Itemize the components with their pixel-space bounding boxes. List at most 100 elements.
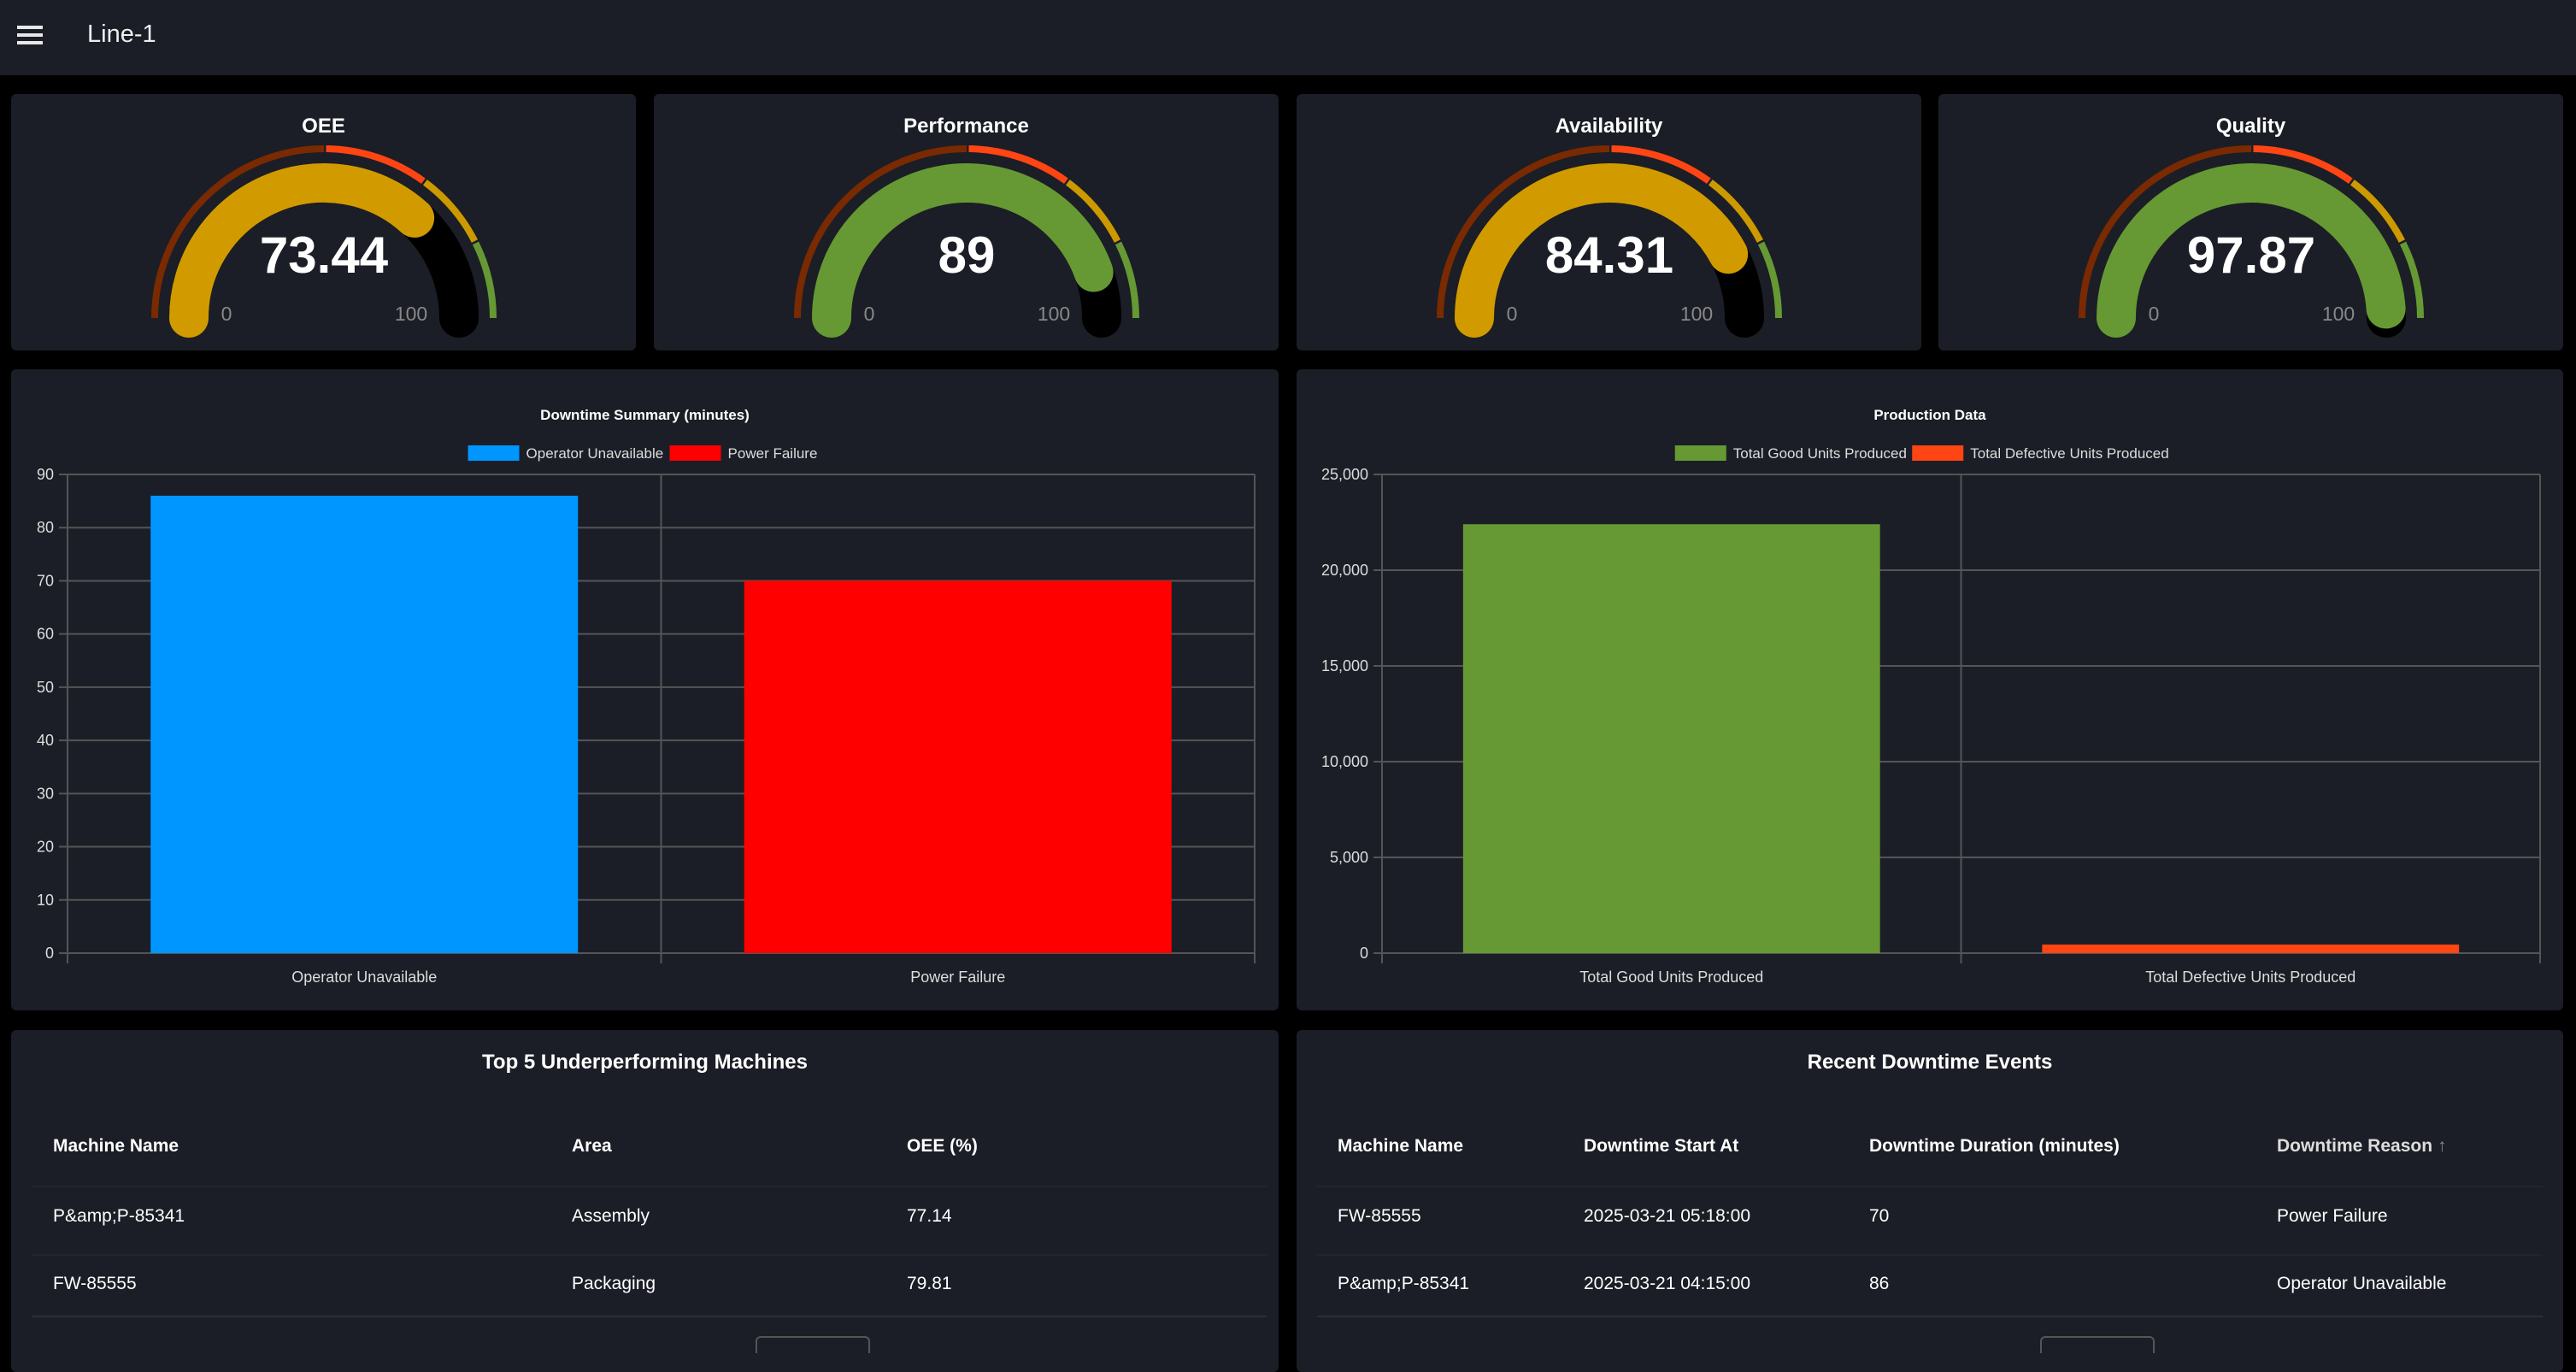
events-table-card: Recent Downtime Events Machine Name Down… [1297,1030,2563,1372]
column-header-reason-label: Downtime Reason [2277,1136,2433,1156]
gauge-threshold-segment [2253,145,2353,185]
gauge-max: 100 [2322,303,2355,325]
gauge-value: 84.31 [1545,227,1673,284]
gauge-threshold-segment [472,241,497,319]
gauge-min: 0 [1507,303,1518,325]
gauge-card-availability: Availability 84.31 0 100 [1297,94,1921,350]
cell-reason: Operator Unavailable [2277,1274,2447,1293]
legend-swatch[interactable] [1674,445,1726,461]
cell-area: Assembly [572,1206,650,1226]
gauge-title: Quality [2215,115,2286,138]
column-header-machine-name[interactable]: Machine Name [1338,1136,1464,1156]
y-tick-label: 50 [37,679,54,696]
x-tick-label: Total Defective Units Produced [2145,969,2355,986]
legend-label[interactable]: Operator Unavailable [526,445,664,462]
cell-area: Packaging [572,1274,656,1293]
cell-machine-name: FW-85555 [53,1274,137,1293]
gauge-threshold-segment [151,145,325,319]
gauge-max: 100 [1680,303,1713,325]
gauge-threshold-segment [2350,180,2405,243]
gauge-value: 73.44 [260,227,389,284]
cell-oee: 77.14 [907,1206,952,1226]
legend-label[interactable]: Power Failure [728,445,818,462]
x-tick-label: Total Good Units Produced [1579,969,1763,986]
column-header-area[interactable]: Area [572,1136,612,1156]
row-divider [32,1316,1267,1317]
y-tick-label: 20 [37,839,54,856]
legend-swatch[interactable] [669,445,721,461]
y-tick-label: 40 [37,732,54,749]
y-tick-label: 60 [37,626,54,643]
legend-swatch[interactable] [1912,445,1964,461]
gauge-value-arc [2097,163,2406,338]
cell-start-at: 2025-03-21 05:18:00 [1584,1206,1750,1226]
cell-machine-name: P&amp;P-85341 [1338,1274,1470,1293]
bar-power-failure[interactable] [744,580,1172,953]
y-tick-label: 0 [45,945,54,962]
legend-label[interactable]: Total Good Units Produced [1733,445,1907,462]
row-divider [32,1254,1267,1256]
gauge-max: 100 [395,303,427,325]
gauge-min: 0 [221,303,232,325]
hamburger-icon[interactable] [17,26,43,46]
gauge-max: 100 [1038,303,1070,325]
gauge-title: Availability [1555,115,1663,138]
gauge-card-quality: Quality 97.87 0 100 [1938,94,2563,350]
gauge-threshold-segment [326,145,426,185]
column-header-oee[interactable]: OEE (%) [907,1136,978,1156]
y-tick-label: 70 [37,572,54,589]
chart-title: Production Data [1873,407,1986,423]
gauge-threshold-segment [1437,145,1610,319]
y-tick-label: 20,000 [1321,562,1368,579]
gauge-threshold-segment [1757,241,1782,319]
gauge-threshold-segment [1115,241,1139,319]
column-header-reason[interactable]: Downtime Reason ↑ [2277,1136,2447,1157]
column-header-duration[interactable]: Downtime Duration (minutes) [1869,1136,2120,1156]
pagination-control[interactable] [756,1336,870,1353]
gauge-threshold-segment [1611,145,1711,185]
gauge-min: 0 [864,303,875,325]
pagination-control[interactable] [2040,1336,2155,1353]
gauge-threshold-segment [422,180,478,243]
bar-total-defective-units-produced[interactable] [2042,944,2460,953]
gauge: 73.44 0 100 [151,145,497,338]
cell-duration: 86 [1869,1274,1890,1293]
gauge-threshold-segment [794,145,967,319]
cell-reason: Power Failure [2277,1206,2388,1226]
gauge-value-arc [169,163,435,338]
cell-start-at: 2025-03-21 04:15:00 [1584,1274,1750,1293]
cell-duration: 70 [1869,1206,1890,1226]
x-tick-label: Operator Unavailable [291,969,437,986]
table-title: Recent Downtime Events [1807,1051,2053,1074]
y-tick-label: 25,000 [1321,466,1368,483]
downtime-chart: Operator Unavailable Power Failure 0 10 20 30… [37,445,1256,986]
gauge-threshold-segment [1708,180,1763,243]
column-header-machine-name[interactable]: Machine Name [53,1136,179,1156]
production-chart: Total Good Units Produced Total Defective… [1321,445,2541,986]
gauge-value-arc [1455,163,1749,338]
app-header: Line-1 [0,0,2576,75]
column-header-start-at[interactable]: Downtime Start At [1584,1136,1739,1156]
y-tick-label: 0 [1360,945,1368,962]
bar-total-good-units-produced[interactable] [1462,524,1880,953]
y-tick-label: 15,000 [1321,657,1368,674]
legend-swatch[interactable] [468,445,520,461]
y-tick-label: 5,000 [1330,849,1368,866]
row-divider [1317,1316,2543,1317]
x-tick-label: Power Failure [910,969,1005,986]
gauge: 89 0 100 [794,145,1139,338]
downtime-chart-card: Downtime Summary (minutes) Operator Unav… [11,369,1279,1010]
gauge-title: OEE [302,115,345,138]
gauge-threshold-segment [2079,145,2252,319]
gauge-card-performance: Performance 89 0 100 [654,94,1279,350]
y-tick-label: 10 [37,892,54,909]
gauge-title: Performance [903,115,1029,138]
row-divider [1317,1254,2543,1256]
chart-title: Downtime Summary (minutes) [540,407,750,423]
machines-table-card: Top 5 Underperforming Machines Machine N… [11,1030,1279,1372]
gauge: 84.31 0 100 [1437,145,1782,338]
row-divider [1317,1186,2543,1187]
legend-label[interactable]: Total Defective Units Produced [1970,445,2168,462]
bar-operator-unavailable[interactable] [150,495,579,953]
arrow-up-icon[interactable]: ↑ [2438,1136,2447,1156]
